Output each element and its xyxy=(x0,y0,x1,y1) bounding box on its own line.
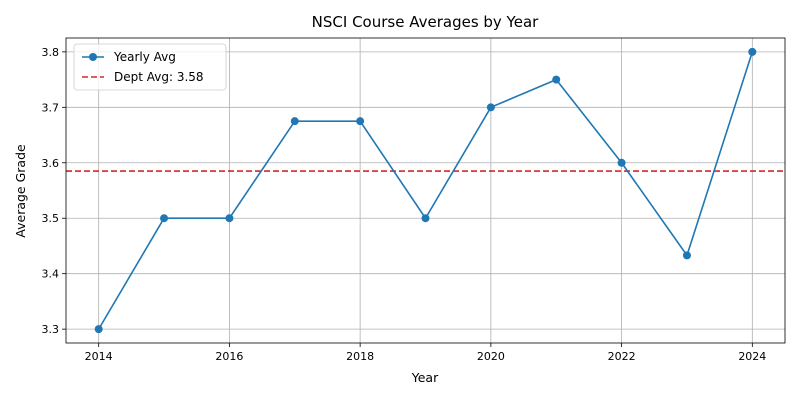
data-point xyxy=(748,47,757,56)
series-group xyxy=(94,47,757,334)
legend-label-dept-avg: Dept Avg: 3.58 xyxy=(114,70,204,84)
legend-marker-yearly-avg xyxy=(89,53,97,61)
x-tick-label: 2020 xyxy=(477,350,505,363)
y-axis-label: Average Grade xyxy=(13,144,28,238)
x-tick-label: 2016 xyxy=(215,350,243,363)
data-point xyxy=(421,214,430,223)
y-tick-label: 3.5 xyxy=(42,212,60,225)
data-point xyxy=(552,75,561,84)
plot-frame xyxy=(65,37,786,344)
data-point xyxy=(486,103,495,112)
data-point xyxy=(160,214,169,223)
data-point xyxy=(682,251,691,260)
data-point xyxy=(617,158,626,167)
y-tick-label: 3.3 xyxy=(42,323,60,336)
data-point xyxy=(356,117,365,126)
y-tick-label: 3.8 xyxy=(42,46,60,59)
data-point xyxy=(94,325,103,334)
legend-label-yearly-avg: Yearly Avg xyxy=(113,50,176,64)
chart-title: NSCI Course Averages by Year xyxy=(312,13,539,31)
x-axis-label: Year xyxy=(411,370,439,385)
x-tick-label: 2024 xyxy=(738,350,766,363)
y-tick-label: 3.7 xyxy=(42,101,60,114)
y-tick-label: 3.6 xyxy=(42,157,60,170)
data-point xyxy=(225,214,234,223)
x-tick-label: 2014 xyxy=(85,350,113,363)
series-line-yearly-avg xyxy=(97,51,754,330)
legend: Yearly Avg Dept Avg: 3.58 xyxy=(73,43,227,91)
x-tick-label: 2022 xyxy=(608,350,636,363)
x-tick-label: 2018 xyxy=(346,350,374,363)
legend-box xyxy=(73,43,227,91)
y-axis-ticks: 3.3 3.4 3.5 3.6 3.7 3.8 xyxy=(42,46,66,336)
x-axis-ticks: 2014 2016 2018 2020 2022 2024 xyxy=(85,343,766,363)
data-point xyxy=(290,117,299,126)
y-tick-label: 3.4 xyxy=(42,268,60,281)
